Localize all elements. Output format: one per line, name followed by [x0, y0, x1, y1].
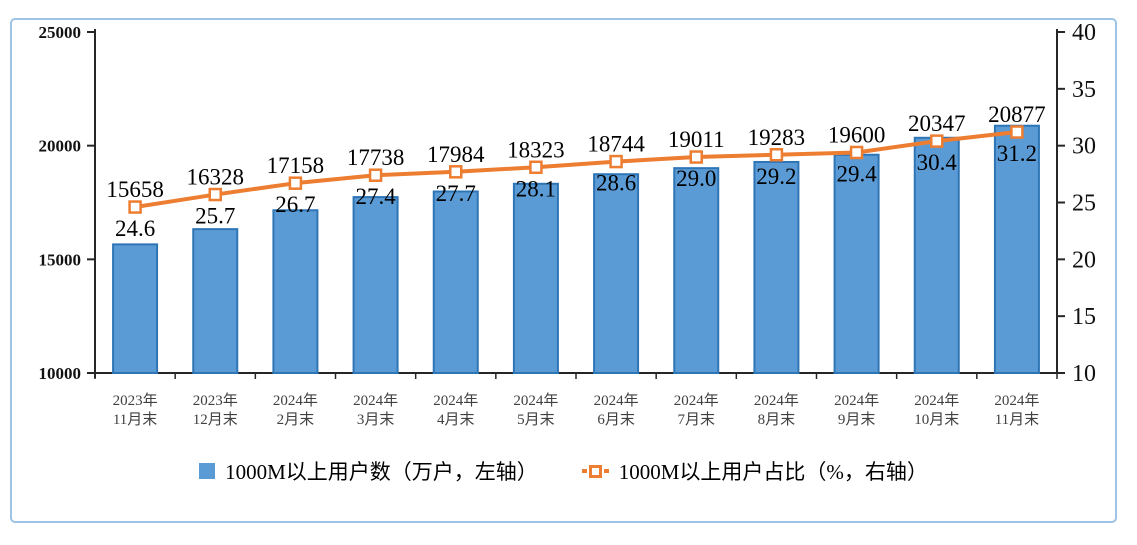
- bar: [432, 190, 479, 374]
- right-axis-tick-label: 10: [1072, 361, 1096, 387]
- pct-value-label: 27.4: [355, 184, 396, 209]
- bar-value-label: 18744: [587, 132, 645, 157]
- line-marker: [849, 145, 864, 160]
- bar: [593, 173, 640, 374]
- right-axis-tick-label: 25: [1072, 191, 1096, 217]
- bar: [272, 209, 319, 374]
- left-axis-tick-label: 15000: [39, 250, 82, 269]
- line-swatch-marker-icon: [588, 464, 602, 478]
- bar-value-label: 19011: [668, 127, 725, 152]
- bar: [913, 136, 960, 374]
- left-axis-tick-label: 20000: [39, 137, 82, 156]
- line-marker: [529, 160, 543, 175]
- bar: [352, 196, 399, 374]
- x-axis-label: 2023年 11月末: [113, 392, 158, 428]
- line-marker: [128, 200, 142, 214]
- line-marker: [208, 187, 222, 202]
- x-axis-label: 2024年 2月末: [273, 392, 318, 428]
- pct-value-label: 28.6: [596, 171, 636, 196]
- bar: [112, 243, 159, 374]
- bar: [753, 160, 800, 374]
- bar-value-label: 20877: [988, 102, 1046, 127]
- line-marker: [769, 148, 784, 162]
- x-axis-label: 2023年 12月末: [193, 392, 238, 428]
- bar-value-label: 15658: [106, 177, 164, 202]
- pct-value-label: 29.0: [676, 166, 716, 191]
- pct-value-label: 31.2: [997, 141, 1037, 166]
- legend-bar-series-label: 1000M以上用户数（万户，左轴）: [225, 460, 538, 484]
- line-marker: [1010, 125, 1024, 139]
- left-axis-tick-label: 25000: [39, 23, 82, 42]
- bar-value-label: 17984: [427, 142, 485, 167]
- legend-item-line-series: 1000M以上用户占比（%，右轴）: [581, 456, 928, 486]
- pct-value-label: 27.7: [436, 181, 476, 206]
- right-axis-tick-label: 20: [1072, 247, 1096, 273]
- line-marker: [368, 168, 383, 182]
- bar-series-swatch-icon: [199, 463, 216, 479]
- pct-value-label: 24.6: [115, 216, 155, 241]
- bar-value-label: 19600: [828, 122, 886, 147]
- x-axis-label: 2024年 10月末: [914, 392, 959, 428]
- bar: [993, 124, 1040, 374]
- bar-value-label: 17158: [267, 153, 325, 178]
- legend-line-series-label: 1000M以上用户占比（%，右轴）: [618, 460, 928, 484]
- pct-value-label: 28.1: [516, 176, 556, 201]
- line-marker: [689, 150, 703, 164]
- line-marker: [449, 165, 463, 179]
- pct-value-label: 30.4: [917, 150, 958, 175]
- bar-value-label: 18323: [507, 137, 565, 162]
- right-axis-tick-label: 30: [1072, 134, 1096, 160]
- x-axis-label: 2024年 11月末: [994, 392, 1039, 428]
- line-marker: [288, 176, 303, 190]
- bar-value-label: 20347: [908, 111, 966, 136]
- bar: [192, 228, 239, 374]
- right-axis-tick-label: 15: [1072, 304, 1096, 330]
- bar-value-label: 19283: [748, 125, 806, 150]
- x-axis-label: 2024年 5月末: [513, 392, 558, 428]
- line-marker: [609, 154, 623, 169]
- pct-value-label: 29.2: [756, 164, 796, 189]
- line-swatch-dash-icon: [603, 469, 609, 473]
- line-swatch-dash-icon: [581, 469, 587, 473]
- line-marker: [930, 134, 944, 148]
- x-axis-label: 2024年 8月末: [754, 392, 799, 428]
- percentage-line: [133, 130, 1019, 210]
- bar: [673, 167, 720, 374]
- legend-item-bar-series: 1000M以上用户数（万户，左轴）: [199, 456, 538, 486]
- x-axis-label: 2024年 4月末: [433, 392, 478, 428]
- pct-value-label: 26.7: [275, 192, 315, 217]
- line-series-swatch-icon: [581, 464, 609, 478]
- pct-value-label: 29.4: [836, 161, 877, 186]
- bar-value-label: 17738: [347, 145, 405, 170]
- bar: [512, 182, 559, 374]
- right-axis-tick-label: 40: [1072, 20, 1096, 46]
- x-axis-label: 2024年 7月末: [674, 392, 719, 428]
- legend: 1000M以上用户数（万户，左轴） 1000M以上用户占比（%，右轴）: [10, 456, 1117, 486]
- bar: [833, 153, 880, 374]
- pct-value-label: 25.7: [195, 204, 235, 229]
- left-axis-tick-label: 10000: [39, 364, 82, 383]
- x-axis-label: 2024年 6月末: [594, 392, 639, 428]
- right-axis-tick-label: 35: [1072, 77, 1096, 103]
- bar-value-label: 16328: [187, 165, 245, 190]
- x-axis-label: 2024年 9月末: [834, 392, 879, 428]
- x-axis-label: 2024年 3月末: [353, 392, 398, 428]
